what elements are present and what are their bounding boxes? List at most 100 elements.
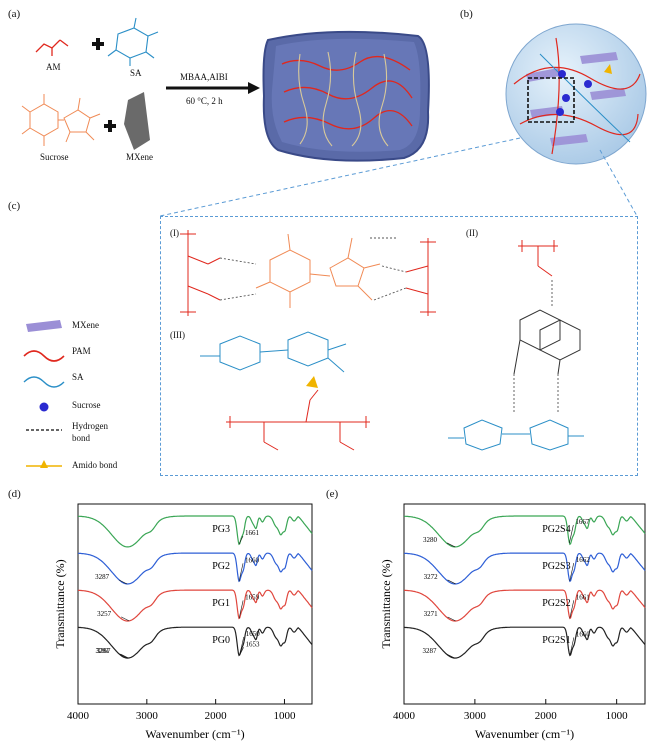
peak-label: 1667 bbox=[575, 518, 590, 526]
peak-arrow bbox=[569, 524, 574, 544]
peak-label: 1661 bbox=[245, 529, 260, 537]
series-label: PG3 bbox=[212, 524, 230, 535]
x-tick-label: 4000 bbox=[67, 710, 90, 722]
peak-arrow bbox=[238, 600, 244, 619]
plot-frame bbox=[77, 503, 313, 705]
series-label: PG2S1 bbox=[542, 635, 570, 646]
x-tick-label: 4000 bbox=[393, 710, 416, 722]
peak-label: 1650 bbox=[246, 630, 261, 638]
legend-label-sa: SA bbox=[72, 372, 84, 382]
peak-arrow bbox=[119, 653, 128, 659]
legend: MXene PAM SA Sucrose Hydrogen bond Amido… bbox=[22, 316, 158, 492]
peak-label: 1659 bbox=[245, 593, 260, 601]
peak-arrow bbox=[569, 600, 575, 619]
spectrum-line-pg2 bbox=[78, 552, 313, 585]
mxene-flake-icon bbox=[124, 92, 150, 150]
arrow-head-icon bbox=[248, 82, 260, 94]
x-tick-label: 2000 bbox=[205, 710, 228, 722]
sa-molecule-icon bbox=[107, 17, 159, 66]
series-label: PG2S2 bbox=[542, 598, 570, 609]
peak-arrow bbox=[120, 653, 129, 659]
series-label: PG2 bbox=[212, 561, 230, 572]
x-axis-label: Wavenumber (cm⁻¹) bbox=[145, 727, 244, 741]
mechanism-structures bbox=[180, 230, 584, 451]
spectrum-line-pg2s1 bbox=[404, 626, 646, 659]
legend-sucrose-icon bbox=[39, 402, 49, 412]
peak-arrow bbox=[569, 563, 575, 582]
legend-sa-icon bbox=[23, 376, 65, 388]
x-tick-label: 1000 bbox=[273, 710, 296, 722]
peak-label: 1660 bbox=[576, 630, 591, 638]
spectrum-line-pg2s4 bbox=[403, 515, 646, 548]
peak-arrow bbox=[446, 653, 455, 659]
legend-label-pam: PAM bbox=[72, 346, 91, 356]
reaction-condition-temperature: 60 °C, 2 h bbox=[186, 96, 223, 106]
amido-bond-icon bbox=[306, 376, 318, 388]
peak-label: 3257 bbox=[97, 610, 112, 618]
legend-pam-icon bbox=[23, 350, 65, 362]
reactant-label-sa: SA bbox=[130, 68, 142, 78]
reactant-label-mxene: MXene bbox=[126, 152, 153, 162]
x-tick-label: 3000 bbox=[136, 710, 159, 722]
series-label: PG2S3 bbox=[542, 561, 570, 572]
plus-icon bbox=[92, 38, 104, 50]
legend-label-mxene: MXene bbox=[72, 320, 99, 330]
peak-label: 3281 bbox=[95, 647, 110, 655]
mechanism-label-ii: (II) bbox=[466, 228, 478, 238]
am-molecule-icon bbox=[35, 39, 69, 56]
network-sphere bbox=[505, 23, 647, 165]
spectrum-line-pg1 bbox=[77, 589, 313, 622]
peak-label: 1653 bbox=[246, 640, 260, 648]
peak-label: 3267 bbox=[96, 647, 111, 655]
legend-label-sucrose: Sucrose bbox=[72, 400, 101, 410]
ftir-chart-e: 4000 3000 2000 1000 Wavenumber (cm⁻¹) Transmi… bbox=[379, 503, 646, 741]
reaction-condition-reagents: MBAA,AIBI bbox=[180, 72, 228, 82]
x-tick-label: 3000 bbox=[464, 710, 487, 722]
peak-label: 3271 bbox=[424, 610, 439, 618]
mechanism-label-i: (I) bbox=[170, 228, 179, 238]
peak-label: 3272 bbox=[424, 573, 439, 581]
legend-amido-bond-icon bbox=[40, 460, 48, 468]
peak-arrow bbox=[569, 637, 575, 656]
synthesis-scheme bbox=[21, 17, 430, 162]
peak-arrow bbox=[239, 636, 245, 655]
peak-arrow bbox=[118, 579, 128, 585]
peak-arrow bbox=[238, 563, 244, 582]
peak-label: 1662 bbox=[576, 556, 591, 564]
mechanism-label-iii: (III) bbox=[170, 330, 185, 340]
hydrogel-block bbox=[262, 30, 430, 162]
panel-label-e: (e) bbox=[326, 488, 339, 500]
panel-label-a: (a) bbox=[8, 8, 21, 20]
spectrum-line-pg0 bbox=[78, 626, 313, 659]
series-label: PG1 bbox=[212, 598, 230, 609]
legend-label-hydrogen-bond: Hydrogen bond bbox=[72, 421, 108, 443]
reactant-label-sucrose: Sucrose bbox=[40, 152, 69, 162]
spectrum-line-pg2s2 bbox=[403, 589, 646, 622]
reactant-label-am: AM bbox=[46, 62, 61, 72]
plus-icon bbox=[104, 120, 116, 132]
mechanism-box bbox=[160, 216, 638, 476]
legend-label-amido-bond: Amido bond bbox=[72, 460, 118, 470]
spectrum-line-pg2s3 bbox=[404, 552, 646, 585]
peak-label: 3280 bbox=[423, 536, 438, 544]
peak-label: 1661 bbox=[576, 593, 591, 601]
legend-mxene-icon bbox=[26, 320, 62, 332]
panel-label-d: (d) bbox=[8, 488, 21, 500]
peak-arrow bbox=[121, 616, 130, 622]
y-axis-label: Transmittance (%) bbox=[53, 559, 67, 648]
peak-arrow bbox=[446, 542, 456, 548]
peak-arrow bbox=[447, 579, 456, 585]
y-axis-label: Transmittance (%) bbox=[379, 559, 393, 648]
peak-label: 3287 bbox=[95, 573, 110, 581]
peak-arrow bbox=[238, 536, 244, 545]
panel-label-b: (b) bbox=[460, 8, 473, 20]
ftir-chart-d: 4000 3000 2000 1000 Wavenumber (cm⁻¹) Transmi… bbox=[53, 503, 313, 741]
spectrum-line-pg3 bbox=[77, 515, 313, 548]
series-label: PG0 bbox=[212, 635, 230, 646]
sucrose-molecule-icon bbox=[21, 94, 101, 146]
x-tick-label: 1000 bbox=[606, 710, 629, 722]
plot-frame bbox=[403, 503, 646, 705]
x-tick-label: 2000 bbox=[535, 710, 558, 722]
x-axis-label: Wavenumber (cm⁻¹) bbox=[475, 727, 574, 741]
peak-label: 3287 bbox=[423, 647, 438, 655]
